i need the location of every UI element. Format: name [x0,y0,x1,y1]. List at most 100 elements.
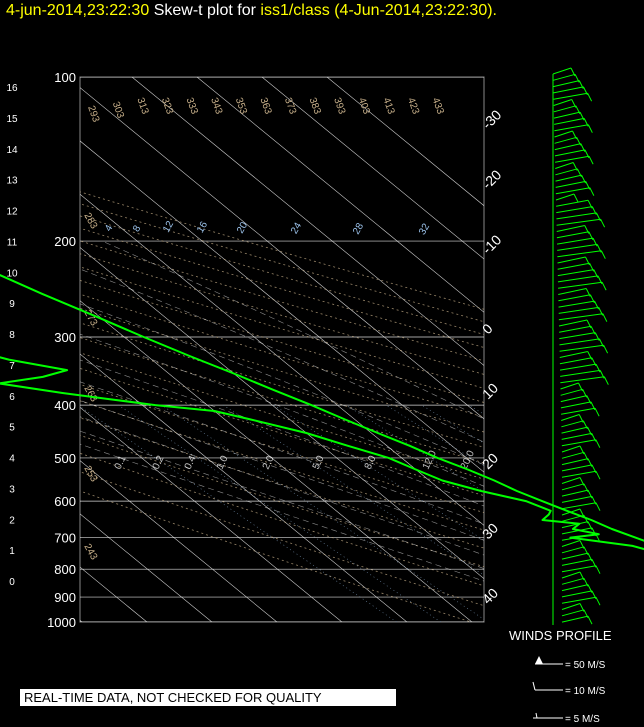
wind-barb-flag [595,439,601,448]
temperature-tick-label: 40 [479,585,501,607]
wind-barb [560,376,605,384]
wind-barb [553,86,584,94]
wind-barb [561,426,588,434]
dry-adiabat-label: 283 [81,211,99,231]
dry-adiabat [80,337,484,464]
moist-adiabat [80,359,484,507]
wind-barb [559,363,597,371]
temperature-tick-label: -20 [479,166,505,192]
isotherm-line [80,193,484,526]
mixing-ratio-line [468,404,484,415]
dry-adiabat-label: 303 [110,100,126,120]
wind-barb [554,124,589,132]
wind-barb [561,577,585,585]
temperature-tick-label: 30 [479,520,501,542]
height-tick-label: 12 [6,207,18,218]
dry-adiabat [80,400,484,531]
dry-adiabat [80,203,484,323]
sounding-profiles [0,274,644,551]
wind-barb [554,149,586,157]
moist-adiabat [80,416,484,556]
pressure-tick-label: 1000 [47,615,76,630]
wind-barb [552,67,572,75]
pressure-tick-label: 600 [54,494,76,509]
wind-barb [561,464,593,472]
isotherm-line [80,460,278,622]
wind-barb [561,565,597,573]
wind-barb [555,187,590,195]
mixing-ratio-label: 5.0 [311,454,327,472]
pressure-tick-label: 200 [54,234,76,249]
wind-barb [553,73,576,81]
wind-barb [556,218,601,226]
wind-barb [561,432,592,440]
wind-barb-flag [587,615,593,625]
dry-adiabat-label: 373 [282,96,298,116]
title-source: iss1/class [260,2,330,19]
wind-barb [561,502,597,510]
wind-barb [558,281,603,289]
legend-barb-full [532,681,536,691]
dry-adiabat [80,384,484,514]
wind-barb [561,609,585,617]
height-tick-label: 5 [9,423,15,434]
pressure-tick-label: 300 [54,330,76,345]
wind-barb [557,269,594,277]
wind-barb [557,250,602,258]
wind-barb [561,584,589,592]
height-tick-label: 8 [9,330,15,341]
wind-barb [561,439,596,447]
wind-barb [553,92,588,100]
pressure-tick-label: 800 [54,562,76,577]
wind-barb [561,514,585,522]
dry-adiabat-label: 323 [159,96,175,116]
wind-barb [559,351,588,358]
dry-adiabat-label: 263 [81,384,99,404]
winds-legend-label: = 5 M/S [565,714,600,725]
wind-barb-flag [595,596,601,606]
title-source-time: (4-Jun-2014,23:22:30) [334,2,493,19]
temperature-tick-label: 0 [479,320,496,337]
mixing-ratio-label: 0.1 [113,454,129,472]
wind-barb [560,369,601,377]
height-tick-label: 1 [9,546,15,557]
dry-adiabat-label: 343 [208,96,224,116]
wind-barb-flag [595,533,601,543]
wind-barb [561,489,589,497]
mixing-ratio-line [118,404,441,622]
mixing-ratio-line [273,404,484,541]
isotherm-line [80,300,473,622]
mixing-ratio-line [421,404,484,444]
wind-barb [559,325,592,333]
dry-adiabat [80,452,484,587]
mixing-ratio-label: 0.2 [151,454,167,472]
wind-barb [557,256,586,264]
wind-barb [559,332,596,340]
legend-barb-half [535,712,538,719]
winds-legend-label: = 50 M/S [565,660,606,671]
wind-barb [556,206,593,214]
wind-barb [560,401,592,409]
wind-barb [560,388,583,396]
wind-barb [558,300,595,308]
pressure-tick-label: 900 [54,590,76,605]
wind-barb-flag [595,565,601,574]
winds-profile-title: WINDS PROFILE [509,628,612,643]
chart-title: 4-jun-2014,23:22:30 Skew-t plot for iss1… [6,2,497,20]
wind-barb [561,407,596,415]
wind-barb [555,180,586,188]
dry-adiabat-label: 313 [134,96,150,116]
wind-barb [558,288,587,295]
isotherm-line [80,406,343,622]
grid-lines [80,77,484,622]
dry-adiabat [80,471,484,607]
wind-barb [553,105,577,113]
dry-adiabat [80,434,484,568]
title-timestamp: 4-jun-2014,23:22:30 [6,2,150,19]
wind-barb [558,294,591,302]
mixing-ratio-label: 16 [195,219,210,235]
dry-adiabat-label: 383 [307,96,323,116]
wind-barb [561,521,589,529]
wind-barb [558,319,588,327]
wind-barb [561,540,581,547]
